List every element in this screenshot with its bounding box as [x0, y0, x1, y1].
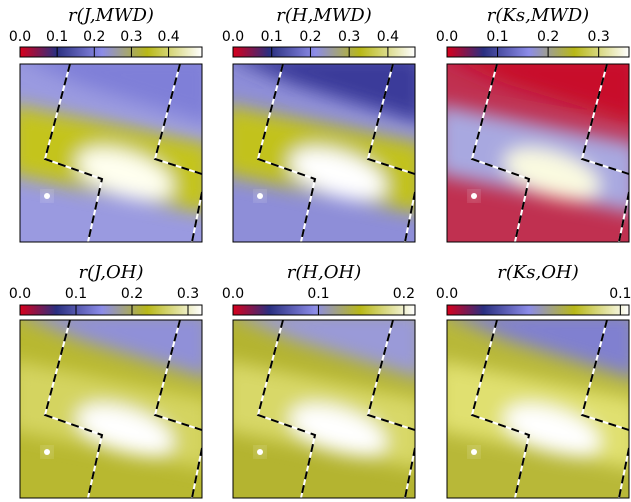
map-image: [447, 64, 629, 242]
map-frame: [232, 63, 416, 243]
map-frame: [446, 319, 630, 499]
boundary-dash: [191, 191, 202, 242]
boundary-dash: [153, 320, 202, 431]
colorbar-tick-label: 0.1: [486, 29, 508, 45]
map-frame: [446, 63, 630, 243]
colorbar-tick-label: 0.1: [46, 29, 68, 45]
colorbar-tick-label: 0.3: [120, 29, 142, 45]
map-top: [246, 64, 415, 121]
colorbar-tick-label: 0.1: [307, 286, 329, 302]
boundary-dash: [404, 447, 415, 498]
panel: r(H,OH) 0.0 0.1 0.2: [222, 262, 416, 499]
panel: r(J,OH) 0.0 0.1 0.2 0.3: [9, 262, 203, 499]
colorbar: [446, 46, 630, 58]
boundary-dash: [580, 64, 629, 175]
boundary-dash: [470, 320, 531, 498]
colorbar-tick-label: 0.3: [588, 29, 610, 45]
panel-title: r(J,MWD): [68, 5, 154, 26]
boundary-dash: [256, 320, 317, 498]
map-source-core: [257, 193, 263, 199]
map-top: [460, 64, 629, 121]
map-frame: [19, 63, 203, 243]
boundary-dash: [153, 64, 202, 175]
colorbar-tick-label: 0.0: [9, 29, 31, 45]
colorbar-tick-label: 0.3: [177, 286, 199, 302]
boundary-dash: [191, 447, 202, 498]
boundary-dash: [43, 320, 104, 498]
colorbar-tick-label: 0.0: [436, 286, 458, 302]
map-source-core: [44, 193, 50, 199]
boundary-dash: [470, 64, 531, 242]
panel: r(J,MWD) 0.0 0.1 0.2 0.3 0.4: [9, 5, 203, 243]
colorbar: [19, 304, 203, 316]
boundary-dash: [404, 191, 415, 242]
colorbar-tick-label: 0.2: [393, 286, 415, 302]
map-top: [246, 320, 415, 377]
boundary-dash: [366, 320, 415, 431]
panel-title: r(Ks,MWD): [487, 5, 589, 26]
colorbar: [232, 304, 416, 316]
map-image: [20, 64, 202, 242]
colorbar-tick-label: 0.1: [609, 286, 631, 302]
colorbar-tick-label: 0.1: [261, 29, 283, 45]
boundary-dash: [618, 447, 629, 498]
map-top: [33, 64, 202, 121]
colorbar-tick-label: 0.0: [436, 29, 458, 45]
map-frame: [232, 319, 416, 499]
panel: r(H,MWD) 0.0 0.1 0.2 0.3 0.4: [222, 5, 416, 243]
map-source-core: [257, 449, 263, 455]
colorbar-tick-label: 0.2: [299, 29, 321, 45]
map-image: [20, 320, 202, 498]
colorbar-tick-label: 0.2: [537, 29, 559, 45]
map-source-core: [471, 193, 477, 199]
map-top: [33, 320, 202, 377]
colorbar-tick-label: 0.0: [9, 286, 31, 302]
boundary-dash: [43, 64, 104, 242]
boundary-dash: [256, 64, 317, 242]
colorbar-tick-label: 0.4: [377, 29, 399, 45]
colorbar-tick-label: 0.1: [65, 286, 87, 302]
panel-title: r(H,MWD): [276, 5, 371, 26]
map-image: [233, 64, 415, 242]
colorbar-tick-label: 0.0: [222, 29, 244, 45]
colorbar-tick-label: 0.0: [222, 286, 244, 302]
boundary-dash: [366, 64, 415, 175]
colorbar: [446, 304, 630, 316]
map-blobs: [233, 64, 415, 213]
colorbar: [19, 46, 203, 58]
boundary-dash: [618, 191, 629, 242]
panel: r(Ks,MWD) 0.0 0.1 0.2 0.3: [436, 5, 630, 243]
boundary-dash: [580, 320, 629, 431]
colorbar-tick-label: 0.2: [121, 286, 143, 302]
map-image: [233, 320, 415, 498]
map-blobs: [233, 320, 415, 469]
map-frame: [19, 319, 203, 499]
map-source-core: [44, 449, 50, 455]
colorbar-tick-label: 0.2: [83, 29, 105, 45]
colorbar-tick-label: 0.3: [338, 29, 360, 45]
map-top: [460, 320, 629, 377]
panel-title: r(Ks,OH): [497, 262, 579, 283]
map-image: [447, 320, 629, 498]
map-source-core: [471, 449, 477, 455]
panel: r(Ks,OH) 0.0 0.1: [436, 262, 631, 499]
panel-title: r(H,OH): [287, 262, 362, 283]
colorbar-tick-label: 0.4: [157, 29, 179, 45]
panel-title: r(J,OH): [79, 262, 144, 283]
